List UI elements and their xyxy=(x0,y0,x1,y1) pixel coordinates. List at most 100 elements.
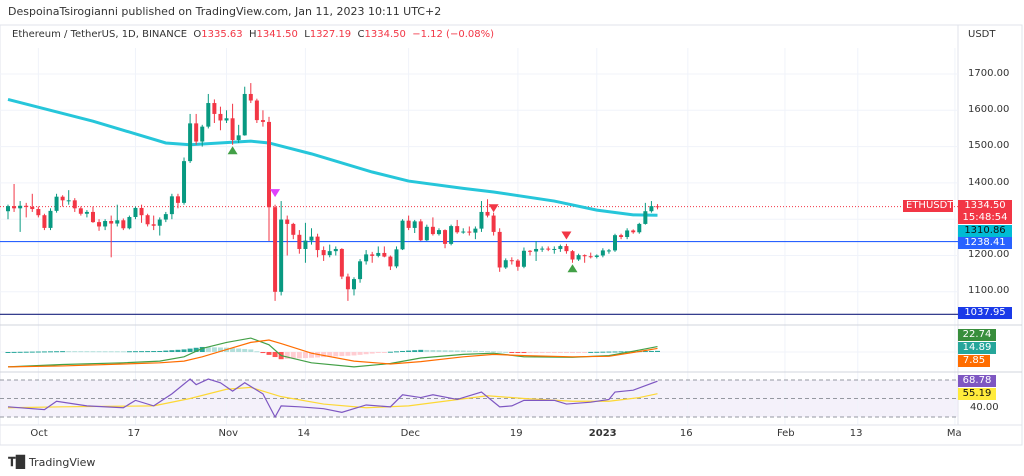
macd-histogram-bar xyxy=(126,351,132,353)
macd-histogram-bar xyxy=(272,352,278,358)
time-tick: Oct xyxy=(30,428,48,439)
candle-body xyxy=(242,93,247,136)
candle-body xyxy=(558,246,563,249)
macd-histogram-bar xyxy=(460,350,466,352)
candle-body xyxy=(224,118,229,121)
macd-histogram-bar xyxy=(139,351,145,353)
macd-histogram-bar xyxy=(169,350,175,352)
candle-body xyxy=(424,226,429,241)
candle-body xyxy=(406,220,411,228)
macd-histogram-bar xyxy=(412,350,418,352)
candle-body xyxy=(613,235,617,251)
candle-body xyxy=(345,276,350,290)
macd-histogram-bar xyxy=(90,351,96,353)
macd-histogram-bar xyxy=(339,352,345,357)
macd-histogram-bar xyxy=(424,349,430,352)
time-tick: 19 xyxy=(509,428,523,439)
macd-histogram-bar xyxy=(539,352,545,353)
candle-body xyxy=(485,211,490,216)
candle-body xyxy=(66,200,71,202)
low-label: L xyxy=(304,29,310,40)
candle-body xyxy=(236,135,241,141)
candle-body xyxy=(260,120,265,122)
macd-histogram-bar xyxy=(54,351,60,353)
candle-body xyxy=(12,206,17,209)
candle-body xyxy=(473,228,478,233)
macd-histogram-bar xyxy=(642,351,648,353)
macd-histogram-bar xyxy=(230,348,236,352)
candle-body xyxy=(649,206,654,212)
buy-signal-icon xyxy=(567,264,578,273)
price-tick: 1200.00 xyxy=(968,249,1010,260)
time-tick: 16 xyxy=(679,428,693,439)
open-value: 1335.63 xyxy=(201,29,243,40)
macd-histogram-bar xyxy=(357,352,363,355)
close-value: 1334.50 xyxy=(364,29,406,40)
macd-histogram-bar xyxy=(327,352,333,357)
candle-body xyxy=(78,208,83,214)
candle-body xyxy=(564,246,569,252)
macd-histogram-bar xyxy=(648,350,654,352)
macd-histogram-bar xyxy=(205,347,211,352)
macd-histogram-bar xyxy=(248,349,254,352)
time-tick: Feb xyxy=(776,428,795,439)
macd-histogram-bar xyxy=(654,350,660,352)
tradingview-logo[interactable]: 𝐓█ TradingView xyxy=(8,455,95,470)
macd-histogram-bar xyxy=(5,352,11,353)
macd-histogram-bar xyxy=(41,351,47,353)
price-tick: 1500.00 xyxy=(968,140,1010,151)
candle-body xyxy=(279,219,284,292)
rsi-tick: 40.00 xyxy=(970,402,999,413)
macd-histogram-bar xyxy=(533,352,539,353)
candle-body xyxy=(509,260,514,262)
candle-body xyxy=(534,248,539,252)
line1-tag: 1238.41 xyxy=(958,237,1012,249)
macd-histogram-bar xyxy=(108,351,114,353)
candle-body xyxy=(351,279,356,290)
macd-histogram-bar xyxy=(17,351,23,353)
rsi-ma-tag: 55.19 xyxy=(958,388,996,400)
change-value: −1.12 (−0.08%) xyxy=(412,29,495,40)
macd-histogram-bar xyxy=(588,351,594,353)
price-tick: 1600.00 xyxy=(968,104,1010,115)
macd-histogram-bar xyxy=(23,351,29,353)
brand-name: TradingView xyxy=(28,456,96,469)
macd-histogram-bar xyxy=(400,350,406,352)
candle-body xyxy=(576,255,581,260)
time-tick: 2023 xyxy=(588,428,617,439)
candle-body xyxy=(461,231,466,233)
macd-histogram-bar xyxy=(242,348,248,352)
macd-histogram-bar xyxy=(102,351,108,353)
sma-tag: 1310.86 xyxy=(958,225,1012,237)
histogram-tag: 7.85 xyxy=(958,355,990,367)
candle-body xyxy=(109,221,114,224)
time-tick: Ma xyxy=(946,428,962,439)
macd-histogram-bar xyxy=(466,350,472,352)
candle-body xyxy=(36,209,41,216)
candle-body xyxy=(327,251,332,256)
open-label: O xyxy=(193,29,202,40)
macd-histogram-bar xyxy=(406,350,412,352)
macd-histogram-bar xyxy=(448,350,454,352)
macd-histogram-bar xyxy=(375,352,381,353)
macd-histogram-bar xyxy=(515,352,521,353)
candle-body xyxy=(145,215,150,225)
macd-histogram-bar xyxy=(193,347,199,352)
macd-histogram-bar xyxy=(521,352,527,353)
candle-body xyxy=(212,103,217,114)
candle-body xyxy=(230,118,235,141)
candle-body xyxy=(479,211,484,229)
macd-histogram-bar xyxy=(78,351,84,353)
macd-histogram-bar xyxy=(345,352,351,356)
symbol-name[interactable]: Ethereum / TetherUS, 1D, BINANCE xyxy=(12,29,188,40)
rsi-line xyxy=(7,378,658,419)
macd-histogram-bar xyxy=(454,350,460,352)
macd-histogram-bar xyxy=(47,351,53,353)
macd-histogram-bar xyxy=(151,351,157,353)
macd-histogram-bar xyxy=(72,351,78,353)
candle-body xyxy=(6,206,10,212)
macd-histogram-bar xyxy=(497,351,503,353)
candle-body xyxy=(449,226,454,244)
macd-histogram-bar xyxy=(563,352,569,353)
